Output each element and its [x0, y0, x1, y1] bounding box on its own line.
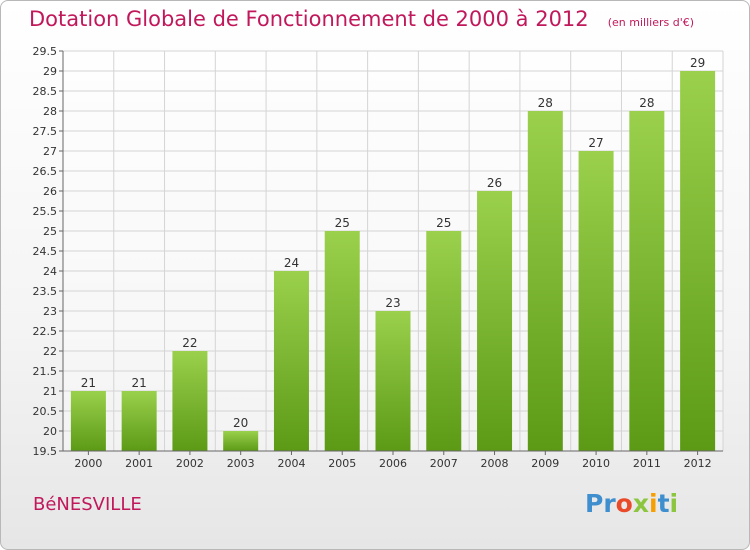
y-tick-label: 27.5 — [33, 125, 58, 138]
y-tick-label: 27 — [43, 145, 57, 158]
data-label: 23 — [385, 296, 400, 310]
x-tick-label: 2010 — [582, 457, 610, 470]
bar — [223, 431, 259, 451]
x-tick-label: 2000 — [74, 457, 102, 470]
x-tick-label: 2009 — [531, 457, 559, 470]
data-label: 26 — [487, 176, 502, 190]
data-label: 29 — [690, 56, 705, 70]
y-tick-label: 25.5 — [33, 205, 58, 218]
data-label: 28 — [538, 96, 553, 110]
chart-title-group: Dotation Globale de Fonctionnement de 20… — [29, 7, 694, 31]
bar — [172, 351, 208, 451]
y-tick-label: 22.5 — [33, 325, 58, 338]
bar — [324, 231, 360, 451]
chart-unit: (en milliers d'€) — [607, 16, 695, 29]
bar — [578, 151, 614, 451]
y-tick-label: 20 — [43, 425, 57, 438]
logo-letter: i — [669, 489, 679, 518]
bar — [477, 191, 513, 451]
y-tick-label: 20.5 — [33, 405, 58, 418]
bar — [426, 231, 462, 451]
data-label: 25 — [335, 216, 350, 230]
bar — [527, 111, 563, 451]
x-tick-label: 2008 — [481, 457, 509, 470]
y-tick-label: 24 — [43, 265, 57, 278]
data-label: 24 — [284, 256, 299, 270]
x-tick-label: 2012 — [684, 457, 712, 470]
data-label: 21 — [132, 376, 147, 390]
x-tick-label: 2001 — [125, 457, 153, 470]
axes — [59, 50, 723, 455]
data-label: 25 — [436, 216, 451, 230]
x-tick-label: 2006 — [379, 457, 407, 470]
logo-letter: x — [632, 489, 649, 518]
data-label: 28 — [639, 96, 654, 110]
logo-letter: r — [603, 489, 616, 518]
y-tick-label: 25 — [43, 225, 57, 238]
x-tick-label: 2003 — [227, 457, 255, 470]
data-label: 27 — [588, 136, 603, 150]
y-tick-label: 19.5 — [33, 445, 58, 458]
commune-name: BéNESVILLE — [33, 494, 142, 515]
data-label: 20 — [233, 416, 248, 430]
y-tick-label: 29 — [43, 65, 57, 78]
logo-letter: P — [585, 489, 604, 518]
bar — [70, 391, 106, 451]
y-tick-label: 26.5 — [33, 165, 58, 178]
bar — [273, 271, 309, 451]
logo-letter: t — [657, 489, 670, 518]
x-tick-label: 2005 — [328, 457, 356, 470]
y-tick-label: 21 — [43, 385, 57, 398]
y-tick-label: 23.5 — [33, 285, 58, 298]
bars — [70, 71, 716, 451]
bar — [375, 311, 411, 451]
y-tick-label: 29.5 — [33, 45, 58, 58]
logo-letter: i — [649, 489, 658, 518]
y-tick-label: 21.5 — [33, 365, 58, 378]
y-tick-label: 28.5 — [33, 85, 58, 98]
y-tick-label: 22 — [43, 345, 57, 358]
proxiti-logo: Proxiti — [585, 489, 678, 518]
data-label: 21 — [81, 376, 96, 390]
x-tick-label: 2007 — [430, 457, 458, 470]
logo-letter: o — [615, 489, 633, 518]
y-tick-label: 26 — [43, 185, 57, 198]
chart-title: Dotation Globale de Fonctionnement de 20… — [29, 7, 589, 31]
data-label: 22 — [182, 336, 197, 350]
bar — [680, 71, 716, 451]
y-tick-label: 24.5 — [33, 245, 58, 258]
labels: 19.5 20 20.5 21 21.5 22 22.5 23 23.5 24 24.5 25 25.5… — [33, 45, 712, 470]
y-tick-label: 23 — [43, 305, 57, 318]
x-tick-label: 2011 — [633, 457, 661, 470]
y-tick-label: 28 — [43, 105, 57, 118]
bar — [629, 111, 665, 451]
x-tick-label: 2004 — [277, 457, 305, 470]
x-tick-label: 2002 — [176, 457, 204, 470]
bar — [121, 391, 157, 451]
